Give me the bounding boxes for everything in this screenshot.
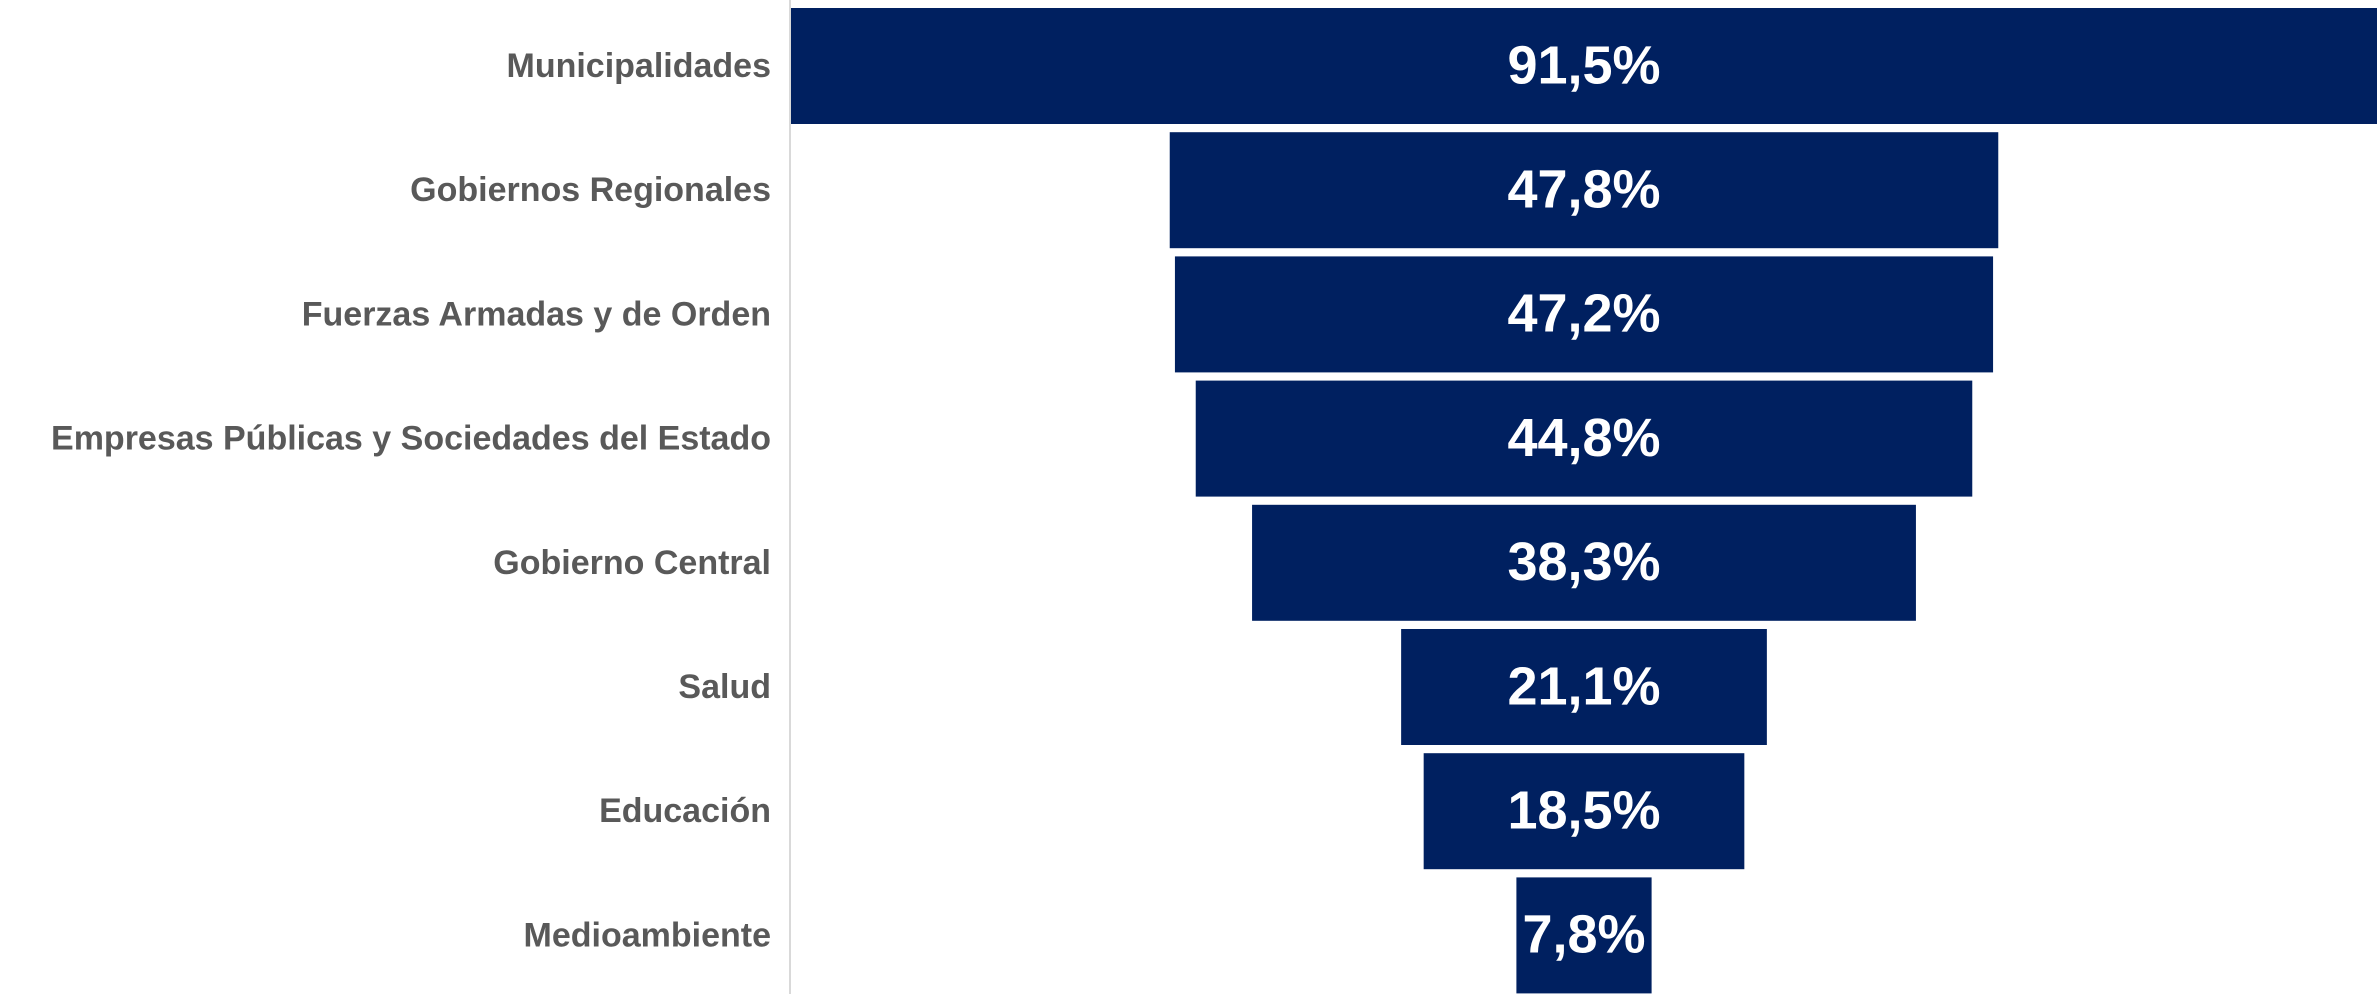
bar (1174, 256, 1994, 373)
bar (1169, 132, 1999, 249)
value-label: 21,1% (1507, 656, 1660, 716)
bar (1516, 877, 1652, 994)
value-label: 7,8% (1522, 905, 1645, 965)
category-label: Educación (599, 792, 771, 830)
value-label: 44,8% (1507, 408, 1660, 468)
category-label: Salud (678, 668, 771, 706)
value-label: 91,5% (1507, 35, 1660, 95)
bar (791, 8, 2377, 124)
value-label: 47,2% (1507, 284, 1660, 344)
category-label: Municipalidades (507, 47, 772, 85)
bar (1423, 753, 1745, 870)
category-label: Gobiernos Regionales (410, 171, 771, 209)
category-label: Empresas Públicas y Sociedades del Estad… (51, 420, 771, 458)
category-label: Medioambiente (524, 916, 771, 954)
bar (1401, 629, 1767, 745)
value-label: 47,8% (1507, 159, 1660, 219)
category-label: Fuerzas Armadas y de Orden (302, 295, 771, 333)
bar (1195, 380, 1973, 497)
bar (1252, 504, 1916, 621)
value-label: 38,3% (1507, 532, 1660, 592)
value-label: 18,5% (1507, 780, 1660, 840)
category-label: Gobierno Central (493, 544, 771, 582)
